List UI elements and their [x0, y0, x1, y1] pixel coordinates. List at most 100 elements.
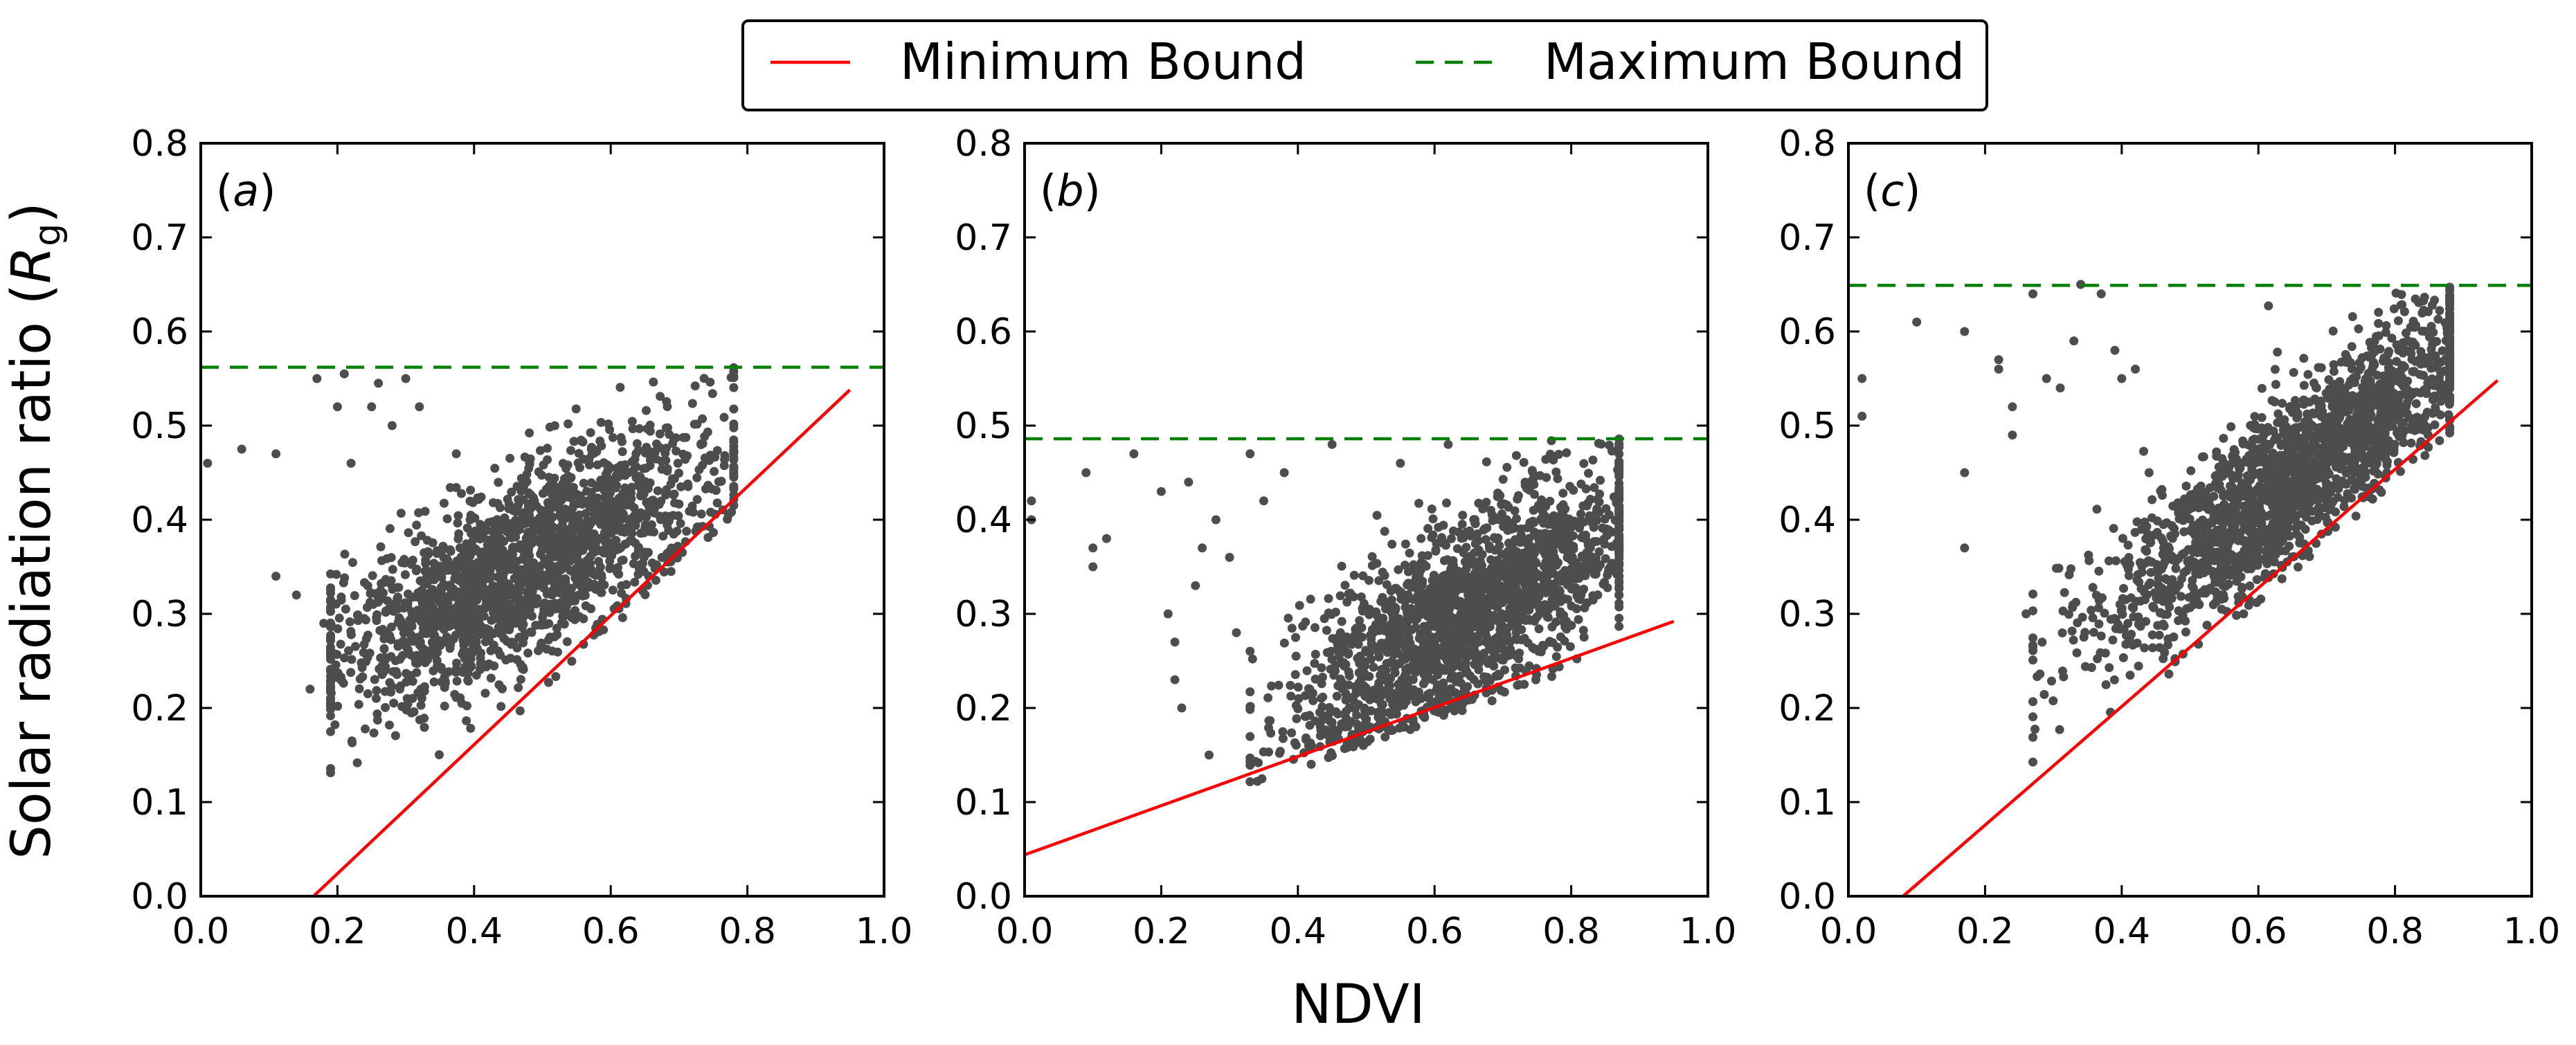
data-point: [345, 617, 354, 626]
data-point: [1499, 623, 1509, 633]
data-point: [1328, 634, 1337, 644]
y-tick-label: 0.4: [955, 500, 1012, 541]
data-point: [1408, 611, 1418, 621]
data-point: [451, 667, 460, 677]
data-point: [1569, 541, 1578, 551]
data-point: [2181, 616, 2190, 626]
y-axis-title-symbol: R: [1, 246, 63, 284]
data-point: [1492, 556, 1502, 565]
data-point: [559, 577, 568, 587]
data-point: [2129, 612, 2138, 621]
data-point: [1336, 644, 1346, 653]
data-point: [1310, 659, 1319, 669]
data-point: [451, 449, 461, 459]
data-point: [1382, 626, 1392, 635]
data-point: [1411, 697, 1421, 707]
data-point: [465, 647, 474, 657]
data-point: [380, 687, 390, 696]
data-point: [1462, 631, 1472, 641]
data-point: [362, 603, 372, 612]
data-point: [1396, 684, 1406, 693]
data-point: [2299, 381, 2309, 390]
data-point: [457, 698, 467, 708]
data-point: [513, 589, 523, 599]
data-point: [368, 571, 377, 581]
min-bound-line: [1025, 619, 1675, 857]
data-point: [1177, 703, 1187, 713]
data-point: [1592, 504, 1602, 514]
data-point: [1486, 594, 1496, 604]
data-point: [703, 427, 712, 437]
data-point: [531, 621, 541, 630]
data-point: [344, 646, 353, 655]
data-point: [655, 429, 665, 439]
data-point: [1540, 514, 1550, 524]
data-point: [326, 597, 335, 606]
data-point: [1306, 594, 1315, 604]
y-tick-label: 0.0: [131, 876, 188, 918]
data-point: [1367, 552, 1377, 561]
data-point: [1533, 612, 1542, 621]
data-point: [2435, 436, 2444, 446]
data-point: [1337, 561, 1346, 571]
data-point: [489, 661, 499, 671]
data-point: [1532, 569, 1542, 579]
data-point: [2374, 307, 2384, 317]
data-point: [1592, 536, 1601, 546]
data-point: [1248, 654, 1257, 664]
data-point: [540, 570, 550, 580]
data-point: [2257, 383, 2267, 393]
data-point: [1427, 533, 1436, 543]
data-point: [595, 562, 605, 572]
data-point: [515, 497, 525, 507]
data-point: [1027, 496, 1036, 506]
data-point: [509, 639, 519, 648]
data-point: [339, 369, 349, 379]
data-point: [1499, 687, 1509, 697]
data-point: [403, 589, 413, 599]
data-point: [400, 570, 410, 579]
data-point: [412, 520, 422, 530]
data-point: [1512, 514, 1521, 523]
data-point: [1525, 565, 1534, 575]
y-tick-label: 0.4: [131, 500, 188, 541]
data-point: [1247, 758, 1257, 767]
data-point: [2352, 453, 2361, 463]
data-point: [1506, 524, 1516, 534]
data-point: [1365, 695, 1375, 705]
data-point: [1579, 459, 1589, 469]
data-point: [385, 524, 395, 534]
data-point: [1245, 702, 1255, 711]
data-point: [1438, 642, 1448, 652]
data-point: [657, 553, 667, 562]
scatter-points: [1857, 280, 2455, 767]
data-point: [526, 490, 536, 500]
data-point: [599, 458, 609, 468]
data-point: [1275, 747, 1285, 756]
data-point: [1428, 514, 1438, 524]
data-point: [1400, 596, 1409, 606]
data-point: [1414, 657, 1423, 667]
data-point: [2393, 316, 2403, 325]
data-point: [462, 716, 471, 725]
data-point: [438, 541, 448, 551]
data-point: [385, 720, 394, 730]
data-point: [555, 488, 565, 498]
data-point: [655, 511, 665, 521]
data-point: [1306, 759, 1316, 769]
data-point: [1505, 603, 1515, 613]
data-point: [592, 483, 602, 492]
data-point: [1205, 750, 1214, 760]
data-point: [629, 559, 638, 568]
data-point: [536, 522, 546, 531]
data-point: [1340, 581, 1350, 590]
data-point: [416, 610, 426, 620]
data-point: [1449, 621, 1459, 631]
legend-box: [741, 19, 1988, 111]
data-point: [467, 604, 476, 614]
data-point: [1601, 504, 1611, 514]
data-point: [676, 518, 685, 528]
y-tick-label: 0.8: [955, 123, 1012, 165]
data-point: [572, 489, 582, 499]
data-point: [1584, 469, 1593, 478]
